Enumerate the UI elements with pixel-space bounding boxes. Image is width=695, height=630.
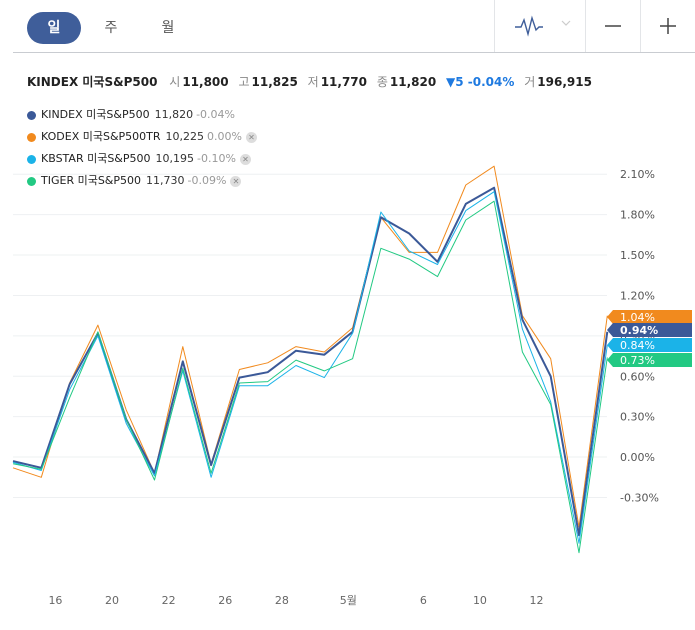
end-label-text: 0.84%: [620, 339, 655, 352]
tab-daily[interactable]: 일: [27, 12, 81, 44]
y-tick-label: 1.80%: [620, 209, 655, 222]
legend-pct: -0.09%: [187, 174, 227, 187]
legend-pct: 0.00%: [207, 130, 242, 143]
plus-icon: [660, 18, 676, 34]
series-line-kindex: [12, 186, 609, 537]
y-tick-label: 0.60%: [620, 370, 655, 383]
x-tick-label: 28: [275, 594, 289, 607]
legend-price: 11,730: [146, 174, 185, 187]
legend-dot: [27, 132, 36, 142]
series-line-tiger: [12, 200, 608, 554]
end-label-kodex: 1.04%: [607, 310, 692, 324]
end-label-kbstar: 0.84%: [607, 338, 692, 352]
low-label: 저: [307, 75, 319, 89]
end-label-bg: [607, 310, 692, 324]
high-value: 11,825: [251, 75, 298, 89]
volume-value: 196,915: [537, 75, 592, 89]
close-value: 11,820: [389, 75, 437, 89]
legend-dot: [27, 110, 36, 120]
high-label: 고: [238, 75, 250, 89]
y-tick-label: -0.30%: [620, 491, 659, 504]
legend-dot: [27, 176, 36, 186]
y-tick-label: 0.00%: [620, 451, 655, 464]
low-value: 11,770: [320, 75, 367, 89]
chart-tools: [494, 0, 695, 52]
remove-series-icon[interactable]: ✕: [230, 175, 242, 187]
end-label-bg: [607, 353, 692, 367]
legend-name: TIGER 미국S&P500: [41, 174, 142, 187]
x-tick-label: 5월: [340, 594, 357, 607]
quote-summary: KINDEX 미국S&P500 시 11,800 고 11,825 저 11,770 …: [27, 73, 598, 90]
volume-label: 거: [524, 75, 536, 89]
quote-name: KINDEX 미국S&P500: [27, 75, 158, 89]
legend-item-tiger: TIGER 미국S&P500 11,730 -0.09% ✕: [27, 170, 257, 192]
period-tabs: 일 주 월: [27, 12, 198, 44]
tab-monthly[interactable]: 월: [161, 20, 175, 36]
x-tick-label: 26: [218, 594, 232, 607]
end-label-text: 0.73%: [620, 354, 655, 367]
end-label-bg: [607, 323, 692, 337]
zoom-out-button[interactable]: [585, 0, 640, 52]
legend-price: 10,195: [155, 152, 195, 165]
open-label: 시: [169, 75, 181, 89]
end-label-kindex: 0.94%: [607, 323, 692, 337]
legend-name: KBSTAR 미국S&P500: [41, 152, 151, 165]
legend-pct: -0.04%: [196, 108, 235, 121]
legend-price: 11,820: [154, 108, 194, 121]
end-label-bg: [607, 338, 692, 352]
open-value: 11,800: [182, 75, 229, 89]
x-tick-label: 12: [530, 594, 544, 607]
pulse-line-icon: [515, 15, 571, 37]
tab-weekly[interactable]: 주: [104, 20, 118, 36]
chevron-down-icon: [561, 20, 571, 26]
legend-price: 10,225: [165, 130, 205, 143]
x-tick-label: 22: [162, 594, 176, 607]
legend-dot: [27, 154, 36, 164]
x-tick-label: 16: [48, 594, 62, 607]
x-tick-label: 6: [420, 594, 427, 607]
remove-series-icon[interactable]: ✕: [239, 153, 251, 165]
y-tick-label: 1.50%: [620, 249, 655, 262]
legend-pct: -0.10%: [197, 152, 236, 165]
legend-name: KODEX 미국S&P500TR: [41, 130, 161, 143]
legend-item-kindex: KINDEX 미국S&P500 11,820 -0.04%: [27, 104, 257, 126]
end-label-text: 0.94%: [620, 324, 658, 337]
remove-series-icon[interactable]: ✕: [245, 131, 257, 143]
x-tick-label: 20: [105, 594, 119, 607]
legend-name: KINDEX 미국S&P500: [41, 108, 150, 121]
legend-item-kodex: KODEX 미국S&P500TR 10,225 0.00% ✕: [27, 126, 257, 148]
chart-type-button[interactable]: [494, 0, 585, 52]
change-value: ▼5 -0.04%: [446, 75, 515, 89]
legend: KINDEX 미국S&P500 11,820 -0.04% KODEX 미국S&…: [27, 104, 257, 192]
end-label-tiger: 0.73%: [607, 353, 692, 367]
y-tick-label: 2.10%: [620, 168, 655, 181]
series-line-kbstar: [12, 191, 608, 544]
y-tick-label: 1.20%: [620, 289, 655, 302]
period-toolbar: 일 주 월: [13, 0, 695, 53]
legend-item-kbstar: KBSTAR 미국S&P500 10,195 -0.10% ✕: [27, 148, 257, 170]
x-tick-label: 10: [473, 594, 487, 607]
end-label-text: 1.04%: [620, 311, 655, 324]
close-label: 종: [376, 75, 388, 89]
series-line-kodex: [12, 165, 608, 528]
zoom-in-button[interactable]: [640, 0, 695, 52]
y-tick-label: 0.30%: [620, 411, 655, 424]
minus-icon: [605, 25, 621, 27]
